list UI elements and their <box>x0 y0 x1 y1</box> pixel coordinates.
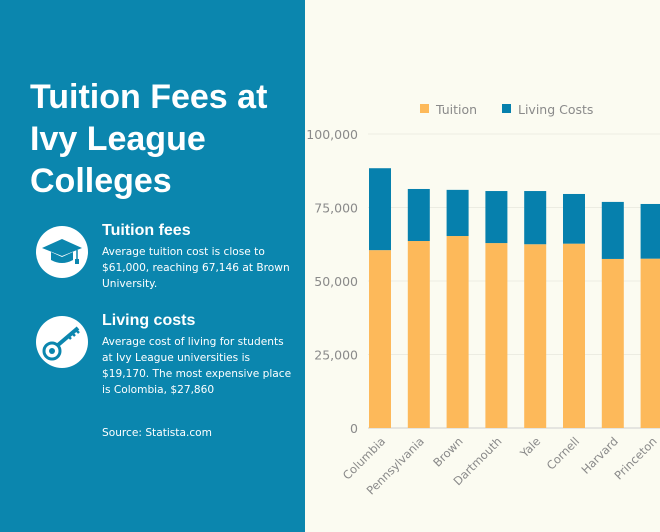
y-tick-label: 50,000 <box>314 274 358 289</box>
bar-living-costs <box>446 189 469 237</box>
bar-living-costs <box>407 188 430 242</box>
graduation-cap-icon <box>36 226 88 278</box>
bar-tuition <box>524 244 547 428</box>
bar-tuition <box>601 258 624 428</box>
bar-living-costs <box>369 168 391 251</box>
bar-living-costs <box>563 193 585 244</box>
bar-tuition <box>563 243 585 428</box>
bar-living-costs <box>485 191 508 244</box>
tuition-fees-text: Average tuition cost is close to $61,000… <box>102 246 290 290</box>
x-tick-label: Cornell <box>544 434 582 472</box>
bar-tuition <box>369 250 391 428</box>
bar-tuition <box>485 243 508 428</box>
living-costs-text: Average cost of living for students at I… <box>102 336 292 396</box>
x-tick-label: Yale <box>517 434 544 461</box>
info-panel: Tuition Fees at Ivy League Colleges Tuit… <box>0 0 305 532</box>
y-tick-label: 0 <box>350 421 358 436</box>
y-tick-label: 100,000 <box>306 127 358 142</box>
bar-living-costs <box>524 191 547 245</box>
bar-living-costs <box>601 201 624 259</box>
bar-living-costs <box>640 203 660 259</box>
bar-tuition <box>640 258 660 428</box>
source-note: Source: Statista.com <box>102 427 212 439</box>
legend-swatch <box>420 104 429 113</box>
legend-label: Tuition <box>435 102 477 117</box>
bar-tuition <box>446 236 469 428</box>
legend-swatch <box>502 104 511 113</box>
page-title: Tuition Fees at Ivy League Colleges <box>30 78 268 200</box>
living-costs-heading: Living costs <box>102 312 196 329</box>
x-tick-label: Brown <box>430 434 465 469</box>
bar-tuition <box>407 241 430 428</box>
legend-label: Living Costs <box>518 102 593 117</box>
stacked-bar-chart: 025,00050,00075,000100,000ColumbiaPennsy… <box>306 102 660 498</box>
x-tick-label: Princeton <box>612 434 660 482</box>
chart-area: 0 25,000 50,000 75,000 100,000 Columbia Pennsy… <box>305 0 660 532</box>
tuition-fees-heading: Tuition fees <box>102 222 191 239</box>
y-tick-label: 25,000 <box>314 348 358 363</box>
y-tick-label: 75,000 <box>314 201 358 216</box>
key-icon <box>36 316 88 368</box>
